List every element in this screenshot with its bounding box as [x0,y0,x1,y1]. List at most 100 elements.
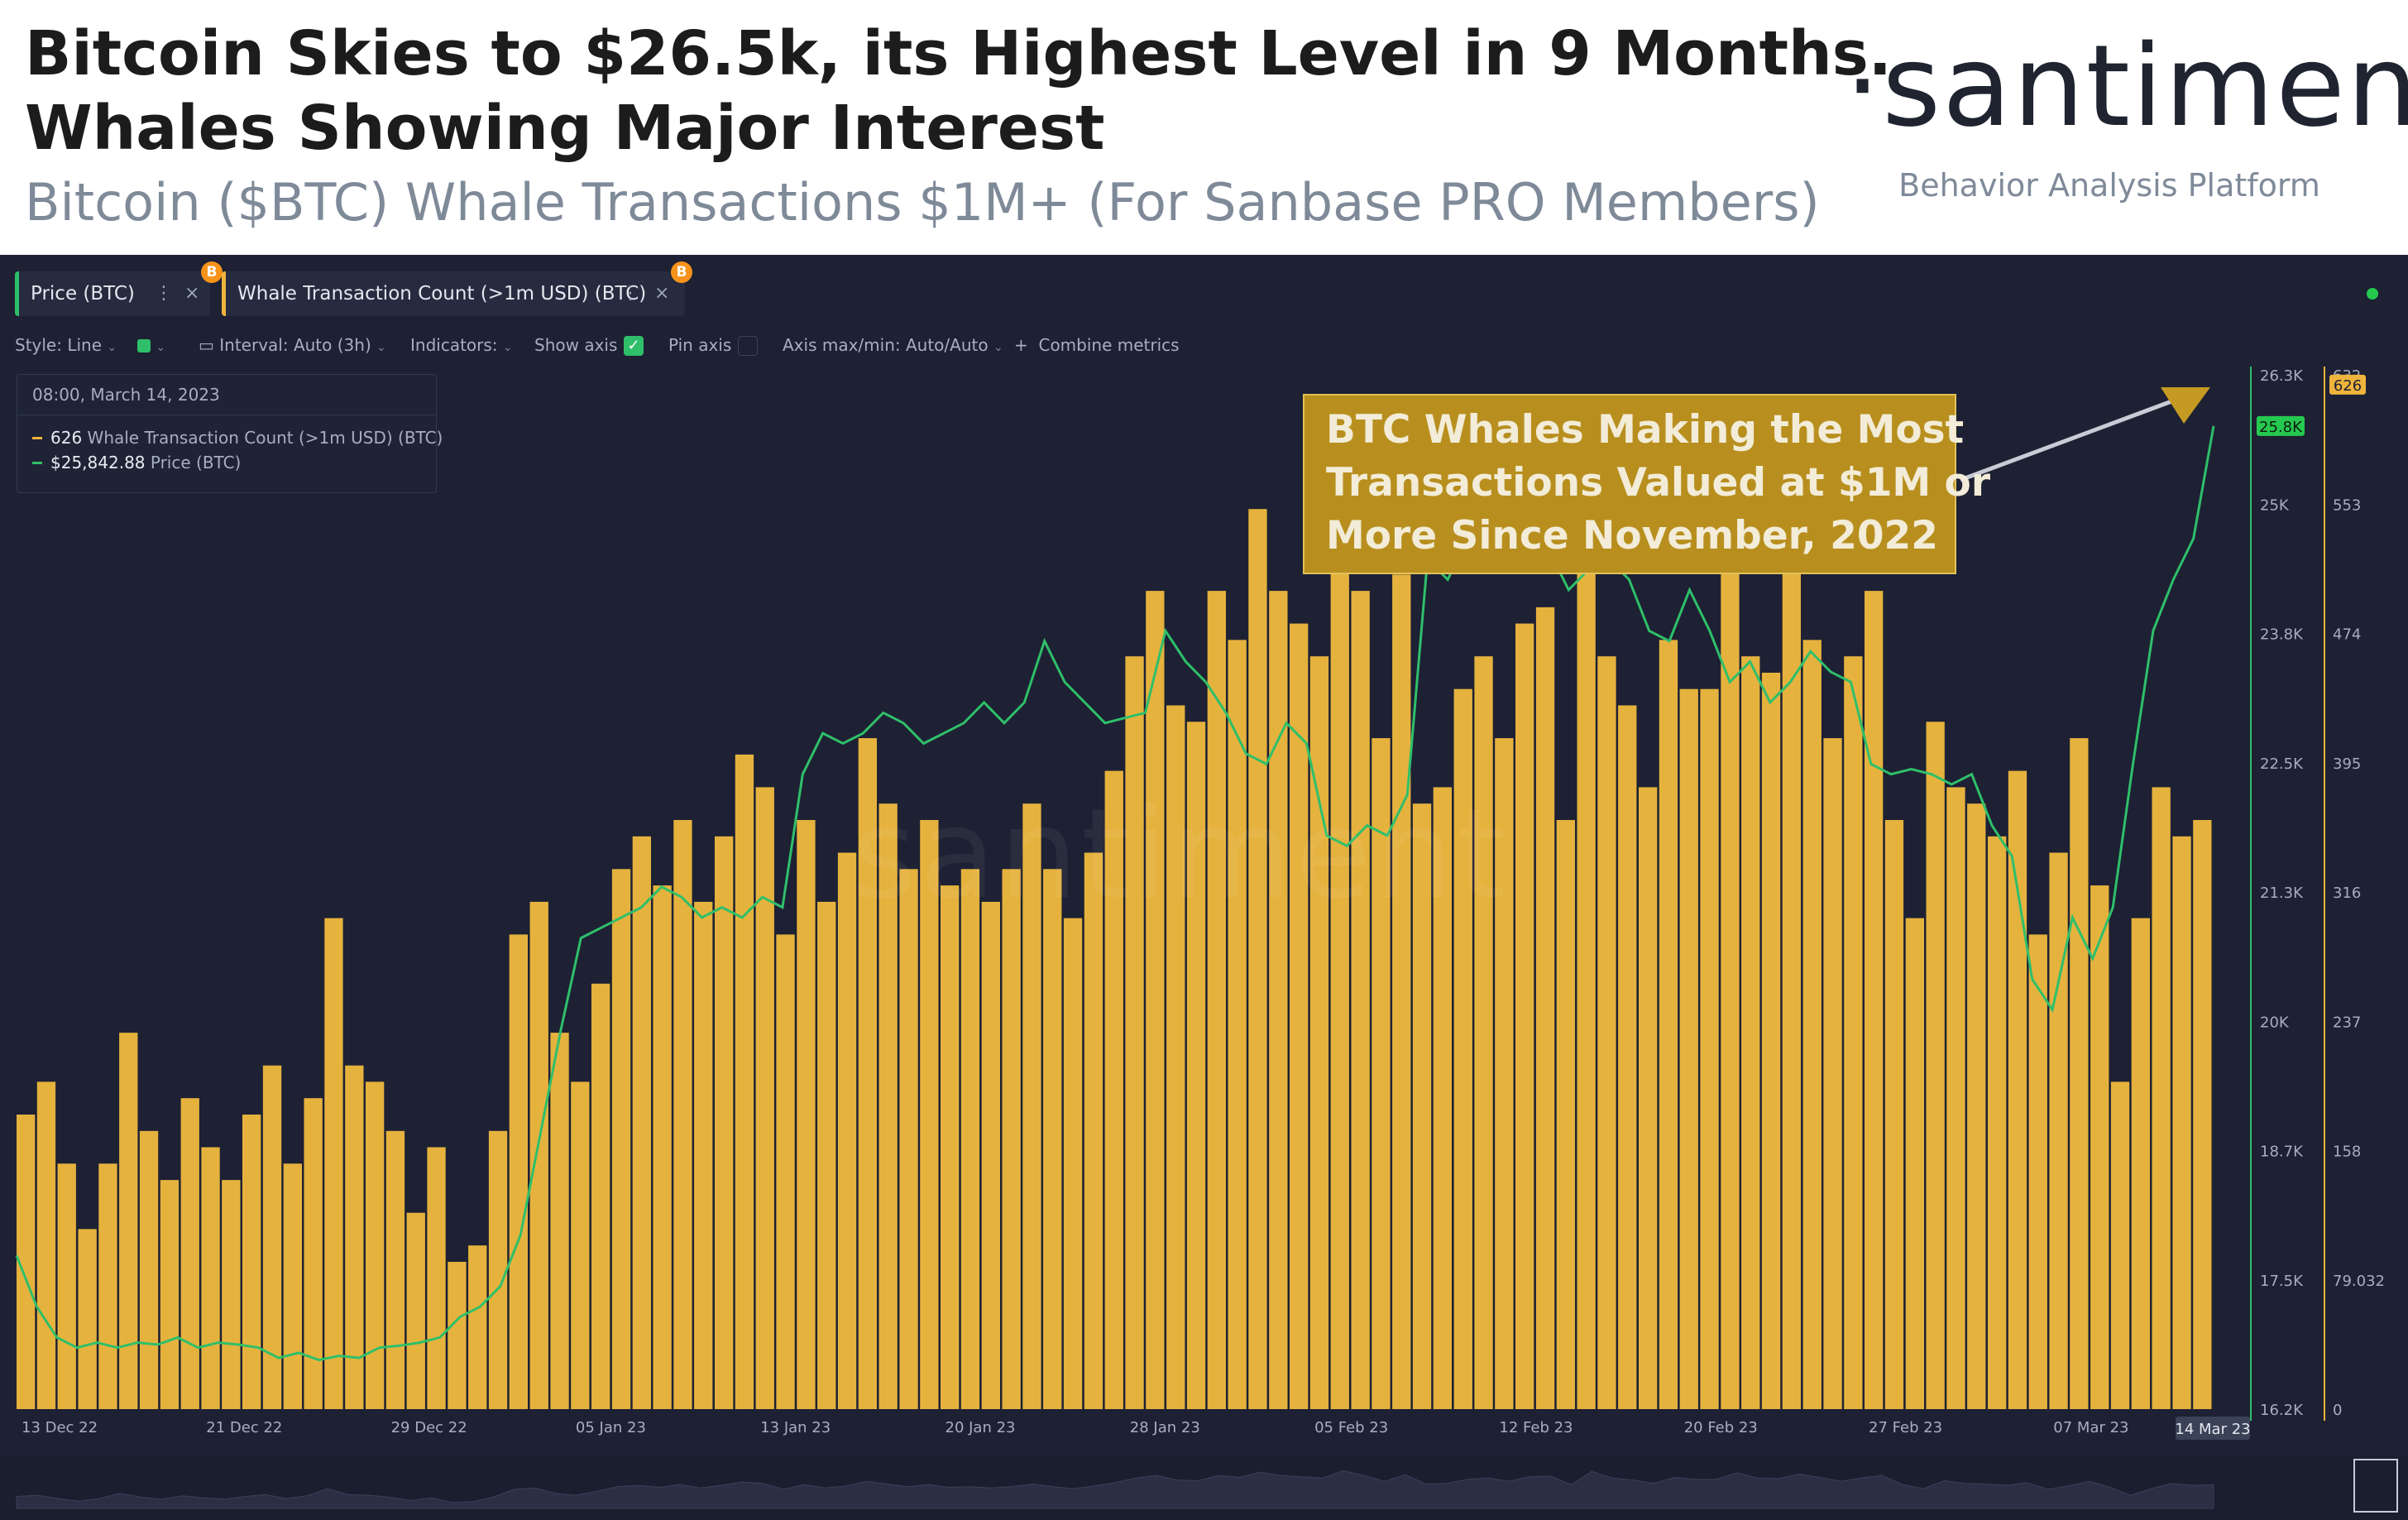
live-status-dot [2367,288,2378,300]
whale-bar [98,1163,117,1409]
whale-bar [1330,476,1349,1409]
legend-tooltip: 08:00, March 14, 2023 626 Whale Transact… [17,374,443,493]
color-swatch [137,339,151,352]
pin-axis-label: Pin axis [668,335,732,355]
whale-axis-tick: 158 [2333,1144,2361,1161]
tab-menu-icon[interactable]: ⋮ [621,283,639,304]
whale-bar [78,1229,97,1409]
whale-bar [941,885,960,1409]
close-icon[interactable]: × [654,283,670,304]
whale-bar [160,1180,180,1409]
x-axis-tick: 13 Jan 23 [760,1419,831,1436]
indicators-select[interactable]: Indicators: ⌄ [410,335,513,355]
logo-tagline: Behavior Analysis Platform [1898,167,2320,204]
whale-axis-tick: 316 [2333,885,2361,902]
whale-bar [509,934,528,1409]
x-current-date: 14 Mar 23 [2175,1421,2250,1438]
whale-bar [529,901,548,1409]
show-axis-checkbox[interactable]: ✓ [624,336,644,356]
x-axis-tick: 28 Jan 23 [1130,1419,1200,1436]
whale-bar [1721,525,1740,1409]
whale-bar [1186,722,1206,1409]
bitcoin-icon: B [201,261,223,283]
whale-bar [755,787,774,1409]
whale-bar [1495,738,1514,1409]
whale-bar [1474,656,1493,1409]
whale-bar [1207,591,1226,1409]
whale-bar [653,885,672,1409]
tab-price-btc[interactable]: Price (BTC) ⋮ × B [15,261,223,316]
whale-bar [366,1081,385,1409]
combine-metrics-button[interactable]: + Combine metrics [1014,335,1180,355]
page-subtitle: Bitcoin ($BTC) Whale Transactions $1M+ (… [25,172,1820,233]
whale-bar [468,1245,487,1409]
chart-svg: 26.3K 25K 23.8K 22.5K 21.3K 20K 18.7K 17.5K 16.2… [0,367,2408,1520]
annotation-line2: Transactions Valued at $1M or [1326,460,1990,506]
page-title-line2: Whales Showing Major Interest [25,93,1105,164]
whale-bar [837,852,857,1409]
whale-bar [283,1163,302,1409]
whale-bar [920,820,939,1409]
whale-bar [57,1163,76,1409]
whale-bar [1946,787,1965,1409]
whale-bar [324,918,343,1409]
whale-bar [797,820,816,1409]
whale-bar [571,1081,590,1409]
header: Bitcoin Skies to $26.5k, its Highest Lev… [0,0,2408,255]
chart-panel: Price (BTC) ⋮ × B Whale Transaction Coun… [0,255,2408,1520]
whale-bar [1515,623,1534,1409]
whale-bar [1392,574,1411,1409]
legend-price-value: $25,842.88 [50,453,146,472]
whale-bar [735,754,754,1409]
whale-bar [1022,803,1041,1409]
legend-header: 08:00, March 14, 2023 [17,375,436,415]
whale-bar [1884,820,1904,1409]
price-axis-tick: 21.3K [2260,885,2304,902]
axes: 26.3K 25K 23.8K 22.5K 21.3K 20K 18.7K 17.5K 16.2… [0,367,2408,1520]
x-axis-tick: 20 Feb 23 [1684,1419,1758,1436]
price-line [15,425,2215,1362]
legend-whale-value: 626 [50,428,83,448]
whale-axis-tick: 474 [2333,626,2361,644]
whale-axis-tick: 395 [2333,755,2361,773]
price-axis-tick: 26.3K [2260,367,2304,385]
tab-menu-icon[interactable]: ⋮ [155,283,173,304]
whale-bar [36,1081,56,1409]
whale-bar [1043,869,1062,1409]
tab-whale-count[interactable]: Whale Transaction Count (>1m USD) (BTC) … [222,261,692,316]
whale-bar [345,1065,364,1409]
whale-bar [1002,869,1021,1409]
whale-bar [242,1115,261,1409]
whale-bar [1412,803,1432,1409]
interval-select[interactable]: ▭ Interval: Auto (3h) ⌄ [199,335,386,355]
whale-bar [2110,1081,2130,1409]
navigator-area [16,1470,2214,1509]
style-select[interactable]: Style: Line ⌄ [15,335,117,355]
close-icon[interactable]: × [184,283,200,304]
legend-price-label: Price (BTC) [150,453,242,472]
whale-bar [858,738,877,1409]
axis-maxmin-select[interactable]: Axis max/min: Auto/Auto ⌄ [783,335,1003,355]
whale-bar [1926,722,1945,1409]
whale-bar [878,803,898,1409]
color-select[interactable]: ⌄ [137,334,165,358]
whale-bar [406,1212,425,1409]
pin-axis-checkbox[interactable] [738,336,758,356]
price-line-group [15,425,2215,1362]
x-axis-tick: 21 Dec 22 [206,1419,282,1436]
navigator-handle[interactable] [2353,1459,2398,1513]
x-axis-tick: 05 Feb 23 [1314,1419,1388,1436]
whale-bar [139,1130,159,1409]
whale-bar [1597,656,1616,1409]
whale-bar [2131,918,2150,1409]
whale-bar [1782,558,1801,1409]
whale-bar [1433,787,1452,1409]
price-current-value: 25.8K [2259,419,2303,436]
page-title: Bitcoin Skies to $26.5k, its Highest Lev… [25,18,1892,89]
whale-bar [550,1033,569,1409]
whale-bar [1741,656,1760,1409]
whale-bar [2152,787,2171,1409]
santiment-logo: ·santiment· [1845,22,2408,152]
whale-bar [776,934,795,1409]
whale-bar [817,901,836,1409]
